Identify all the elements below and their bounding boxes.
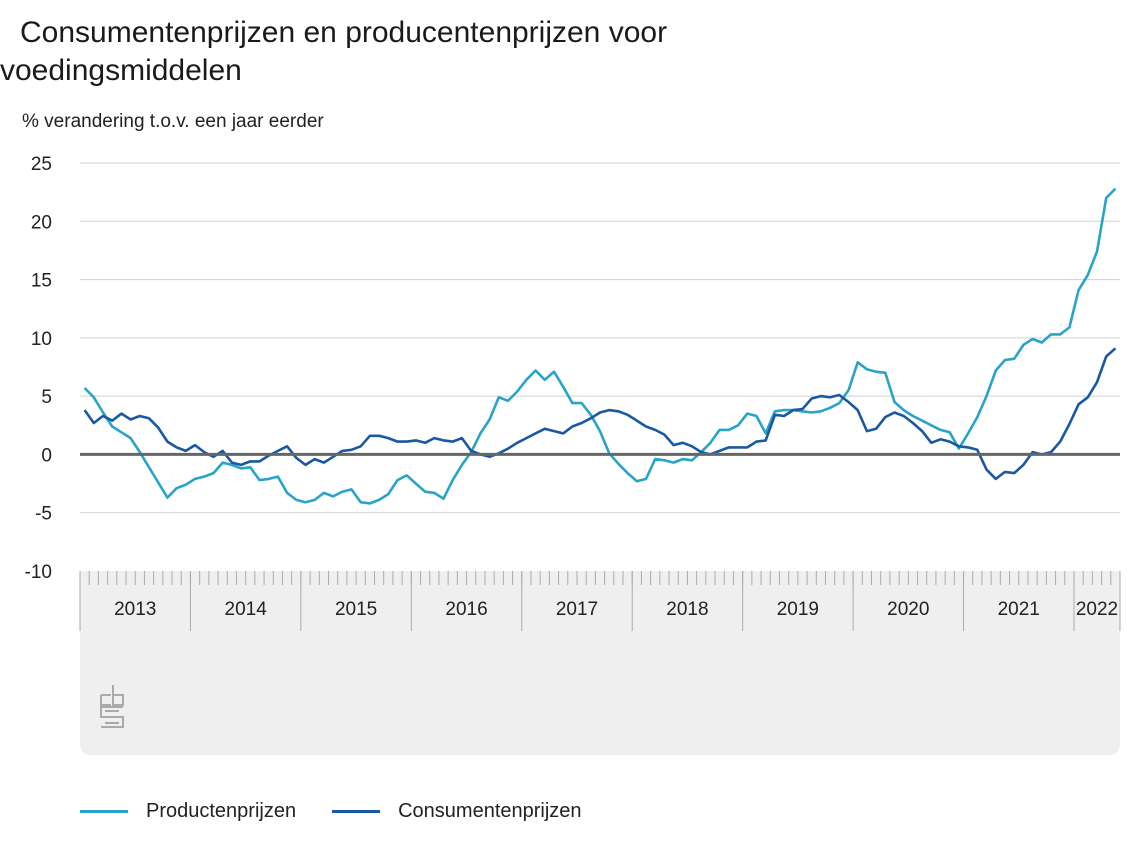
y-tick-label: 20	[31, 212, 52, 233]
cbs-logo-icon	[100, 685, 124, 728]
x-axis-band	[80, 571, 1120, 755]
y-tick-label: 10	[31, 329, 52, 350]
x-tick-label: 2016	[445, 599, 487, 620]
y-tick-label: 15	[31, 271, 52, 292]
legend: Productenprijzen Consumentenprijzen	[80, 800, 582, 823]
y-tick-label: -10	[25, 562, 52, 583]
chart-title: Consumentenprijzen en producentenprijzen…	[0, 14, 760, 90]
y-axis-label: % verandering t.o.v. een jaar eerder	[22, 111, 324, 132]
legend-swatch	[80, 810, 128, 813]
x-tick-label: 2018	[666, 599, 708, 620]
chart-title-line-2: voedingsmiddelen	[0, 54, 242, 87]
chart-title-line-1: Consumentenprijzen en producentenprijzen…	[20, 16, 668, 49]
x-tick-label: 2021	[998, 599, 1040, 620]
y-tick-label: 25	[31, 154, 52, 175]
legend-label: Consumentenprijzen	[398, 800, 582, 822]
legend-item-producentenprijzen[interactable]: Productenprijzen	[80, 800, 296, 823]
y-tick-label: 5	[41, 387, 52, 408]
series-line-consumentenprijzen	[83, 347, 1117, 481]
x-tick-label: 2014	[225, 599, 268, 620]
legend-label: Productenprijzen	[146, 800, 297, 822]
legend-item-consumentenprijzen[interactable]: Consumentenprijzen	[332, 800, 582, 823]
x-tick-label: 2022	[1076, 599, 1118, 620]
x-tick-label: 2019	[777, 599, 819, 620]
y-tick-label: -5	[35, 504, 52, 525]
x-tick-label: 2015	[335, 599, 377, 620]
x-tick-label: 2013	[114, 599, 156, 620]
series-line-productenprijzen	[83, 187, 1117, 505]
x-tick-label: 2017	[556, 599, 598, 620]
x-tick-label: 2020	[887, 599, 929, 620]
y-tick-label: 0	[41, 445, 52, 466]
legend-swatch	[332, 810, 381, 813]
